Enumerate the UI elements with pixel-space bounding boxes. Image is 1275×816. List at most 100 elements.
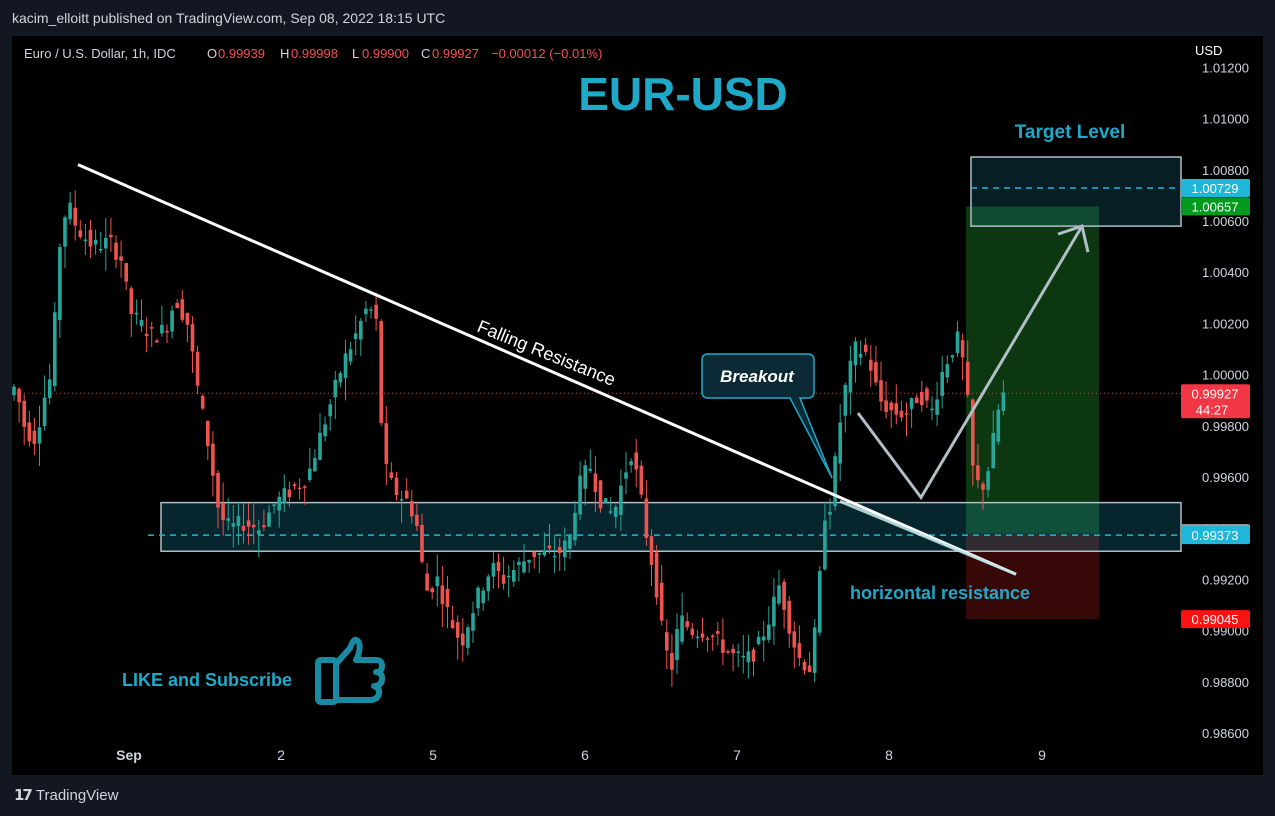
- candle-body: [690, 628, 695, 636]
- candle-body: [328, 404, 332, 417]
- candle-body: [874, 362, 878, 383]
- candle-body: [649, 536, 654, 565]
- candle-body: [563, 540, 567, 558]
- price-badge-entry_top: [1181, 197, 1250, 216]
- candle-body: [685, 621, 689, 628]
- x-tick-9: 9: [1038, 747, 1046, 763]
- candle-body: [659, 582, 664, 621]
- candle-body: [899, 410, 904, 418]
- falling-resistance-projection: [839, 499, 1017, 576]
- candle-body: [894, 403, 899, 415]
- candle-body: [639, 465, 644, 495]
- tradingview-logo[interactable]: 17 TradingView: [14, 786, 118, 804]
- footer: [0, 776, 1275, 816]
- price-badge-last: [1181, 384, 1250, 419]
- candle-body: [114, 242, 118, 260]
- candle-body: [12, 386, 16, 396]
- candle-body: [343, 353, 348, 379]
- candle-body: [772, 596, 776, 627]
- candle-body: [68, 202, 72, 220]
- y-tick-label: 1.00800: [1202, 163, 1249, 178]
- candle-body: [726, 651, 730, 653]
- candle-body: [756, 636, 761, 645]
- candle-body: [226, 518, 230, 521]
- candle-body: [746, 651, 751, 663]
- candle-body: [139, 320, 144, 327]
- candle-body: [614, 506, 618, 517]
- thumbs-up-icon: [315, 636, 386, 705]
- candle-body: [83, 239, 88, 242]
- candle-body: [777, 585, 781, 604]
- candle-body: [440, 585, 445, 605]
- y-tick-label: 0.99600: [1202, 470, 1249, 485]
- candle-body: [557, 547, 562, 553]
- publish-bar: kacim_elloitt published on TradingView.c…: [0, 0, 1275, 36]
- publish-info: kacim_elloitt published on TradingView.c…: [12, 10, 446, 26]
- candle-body: [950, 355, 955, 358]
- candle-body: [665, 632, 669, 651]
- candle-body: [93, 239, 98, 245]
- candle-body: [537, 552, 542, 555]
- candle-body: [32, 430, 37, 444]
- candle-body: [700, 633, 705, 638]
- candle-body: [262, 525, 266, 528]
- x-tick-7: 7: [733, 747, 741, 763]
- legend-low-label: L: [352, 46, 359, 61]
- candle-body: [379, 321, 383, 424]
- candle-body: [486, 576, 491, 592]
- candle-body: [47, 379, 52, 398]
- candle-body: [165, 330, 169, 333]
- candle-body: [104, 237, 108, 249]
- like-subscribe-label: LIKE and Subscribe: [122, 670, 292, 690]
- y-tick-label: 1.00200: [1202, 316, 1249, 331]
- candle-body: [955, 331, 960, 353]
- falling-resistance-line: [77, 163, 1017, 576]
- candle-body: [272, 504, 276, 507]
- candle-body: [598, 480, 603, 509]
- candle-body: [430, 588, 434, 593]
- candle-body: [73, 207, 77, 226]
- candle-body: [53, 312, 57, 387]
- price-badges: 1.007291.006570.9992744:270.993810.99373…: [1181, 178, 1250, 629]
- legend-symbol: Euro / U.S. Dollar, 1h, IDC: [24, 46, 176, 61]
- candle-body: [981, 483, 985, 490]
- target-zone: [970, 156, 1182, 227]
- candle-body: [680, 615, 684, 642]
- candle-body: [302, 486, 307, 488]
- candle-body: [241, 525, 246, 531]
- candle-body: [828, 511, 832, 515]
- candle-body: [522, 561, 526, 573]
- candle-body: [37, 427, 42, 444]
- y-axis[interactable]: 1.01200 1.01000 1.00800 1.00600 1.00400 1.002…: [1202, 60, 1249, 741]
- candle-body: [404, 490, 409, 499]
- legend-low-value: 0.99900: [362, 46, 409, 61]
- candle-body: [257, 530, 261, 535]
- candle-body: [945, 364, 950, 378]
- candle-body: [787, 600, 791, 634]
- candle-body: [547, 545, 552, 549]
- candle-body: [695, 636, 700, 639]
- candle-body: [175, 302, 179, 309]
- candle-body: [425, 573, 429, 591]
- candle-body: [797, 643, 802, 659]
- candle-body: [904, 413, 909, 415]
- candle-body: [879, 380, 883, 402]
- candle-body: [588, 468, 593, 471]
- candle-body: [394, 477, 399, 496]
- candle-body: [211, 443, 215, 476]
- candle-body: [27, 422, 32, 442]
- candle-body: [552, 555, 557, 558]
- candle-body: [705, 638, 710, 640]
- projected-arrowhead: [1057, 224, 1090, 253]
- legend-open-label: O: [207, 46, 217, 61]
- candle-body: [415, 514, 419, 527]
- candle-body: [996, 409, 1001, 442]
- candle-body: [180, 299, 185, 320]
- candle-body: [884, 400, 888, 412]
- candle-body: [292, 484, 297, 487]
- candle-body: [58, 247, 62, 321]
- candle-body: [476, 587, 480, 609]
- candle-series: [12, 190, 1006, 688]
- candle-body: [109, 234, 113, 238]
